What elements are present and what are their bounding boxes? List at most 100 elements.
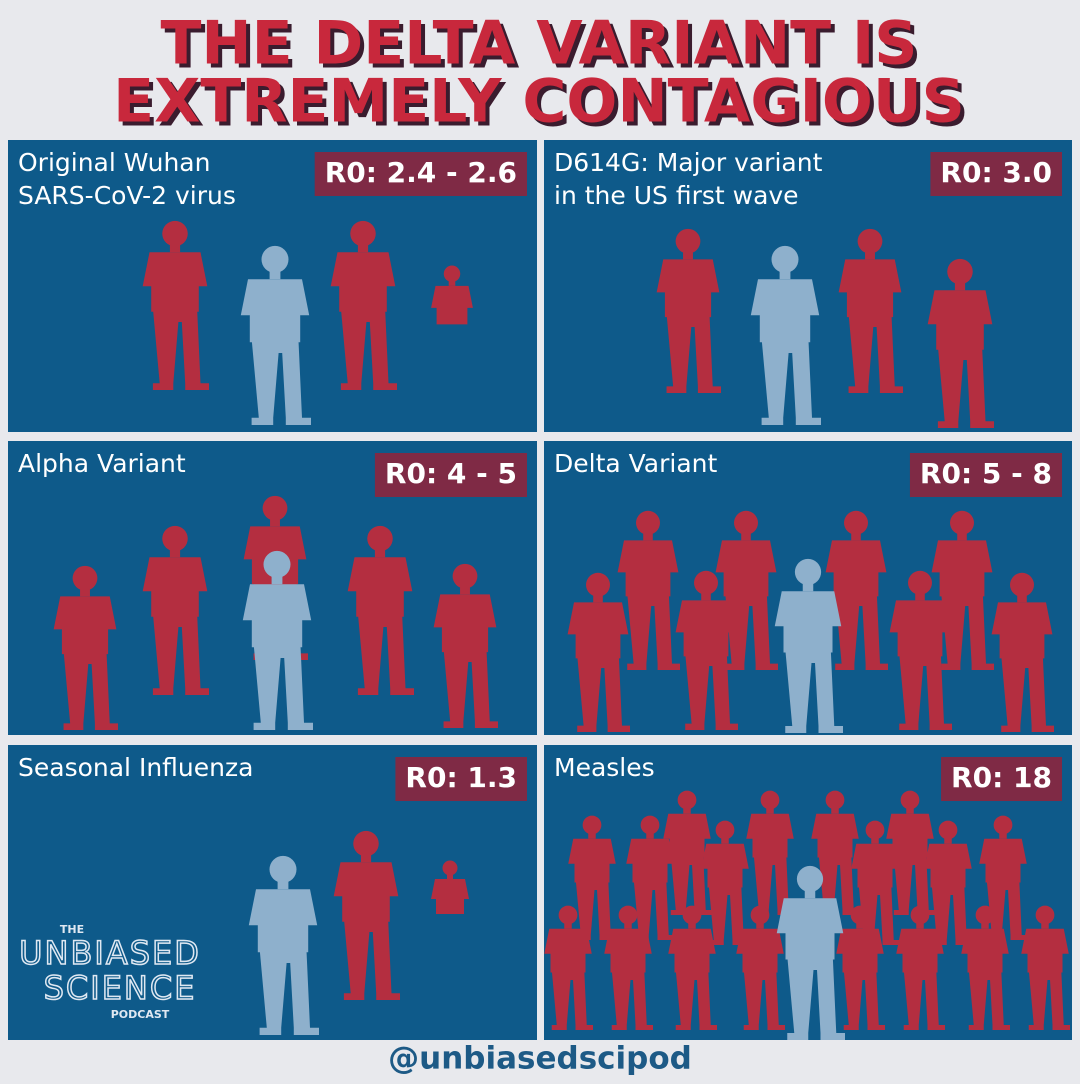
r0-box xyxy=(395,757,527,801)
panel-label: SARS-CoV-2 virus xyxy=(18,181,236,210)
legs xyxy=(251,338,311,425)
torso xyxy=(675,600,737,657)
torso xyxy=(604,928,652,973)
head xyxy=(947,258,973,285)
person xyxy=(931,510,994,671)
neck xyxy=(906,807,914,814)
legs xyxy=(761,338,821,425)
title-shadow: THE DELTA VARIANT IS xyxy=(164,13,921,83)
head xyxy=(1010,572,1034,597)
torso xyxy=(774,591,842,653)
person xyxy=(675,570,738,731)
legs xyxy=(986,880,1028,940)
head xyxy=(900,790,920,810)
torso xyxy=(431,879,469,914)
torso xyxy=(433,594,497,653)
head xyxy=(950,510,974,535)
panel: D614G: Major variant in the US first wave… xyxy=(544,140,1072,432)
torso xyxy=(750,279,820,343)
head xyxy=(682,905,702,925)
legs xyxy=(551,970,593,1030)
head xyxy=(908,570,932,595)
legs xyxy=(1028,970,1070,1030)
head xyxy=(443,265,461,283)
r0-label: R0: 5 - 8 xyxy=(920,457,1052,490)
head xyxy=(938,820,958,840)
neck xyxy=(981,922,989,929)
r0-label: R0: 2.4 - 2.6 xyxy=(325,156,517,189)
person xyxy=(240,245,311,425)
legs xyxy=(785,649,843,733)
figures xyxy=(656,228,995,428)
neck xyxy=(564,922,572,929)
head xyxy=(442,860,458,876)
person xyxy=(668,905,717,1030)
torso xyxy=(924,843,972,888)
head xyxy=(796,865,824,893)
torso xyxy=(568,838,616,883)
neck xyxy=(999,832,1007,839)
neck xyxy=(916,922,924,929)
torso xyxy=(668,928,716,973)
head xyxy=(640,815,660,835)
torso xyxy=(347,557,413,617)
head xyxy=(618,905,638,925)
person-bust xyxy=(431,265,473,325)
person xyxy=(961,905,1010,1030)
torso xyxy=(896,928,944,973)
head xyxy=(734,510,758,535)
neck xyxy=(448,280,456,286)
figures xyxy=(248,830,469,1035)
legs xyxy=(357,613,414,695)
legs xyxy=(899,653,952,731)
figures xyxy=(142,220,473,425)
r0-label: R0: 1.3 xyxy=(405,761,517,794)
neck xyxy=(957,532,967,541)
head xyxy=(675,228,701,254)
r0-box xyxy=(314,152,527,196)
legs xyxy=(743,970,785,1030)
person xyxy=(701,820,750,945)
person xyxy=(896,905,945,1030)
legs xyxy=(937,346,995,428)
r0-label: R0: 4 - 5 xyxy=(385,457,517,490)
torso xyxy=(544,928,592,973)
neck xyxy=(683,807,691,814)
torso xyxy=(931,540,993,597)
person xyxy=(776,865,845,1040)
neck xyxy=(270,518,280,527)
person xyxy=(626,815,675,940)
person xyxy=(750,245,821,425)
neck xyxy=(741,532,751,541)
head xyxy=(586,572,610,597)
r0-box xyxy=(374,453,527,497)
legs xyxy=(848,313,903,393)
head xyxy=(350,220,376,247)
panel-label: Original Wuhan xyxy=(18,148,210,177)
neck xyxy=(802,582,814,592)
person xyxy=(825,510,888,671)
torso xyxy=(617,540,679,597)
legs xyxy=(1001,655,1054,733)
head xyxy=(262,495,288,521)
neck xyxy=(169,548,181,558)
head xyxy=(750,905,770,925)
person xyxy=(715,510,778,671)
title-line: EXTREMELY CONTAGIOUS xyxy=(113,67,965,137)
torso xyxy=(53,596,117,655)
torso xyxy=(567,602,629,659)
panel-label: Measles xyxy=(554,753,655,782)
torso xyxy=(333,862,399,922)
person xyxy=(433,563,498,728)
person xyxy=(617,510,680,671)
head xyxy=(452,563,478,589)
logo-line: SCIENCE xyxy=(44,969,197,1007)
r0-label: R0: 18 xyxy=(951,761,1052,794)
person xyxy=(333,830,400,1000)
title: THE DELTA VARIANT IS THE DELTA VARIANT I… xyxy=(113,9,969,141)
legs xyxy=(443,648,498,728)
handle: @unbiasedscipod xyxy=(388,1041,692,1077)
torso xyxy=(1021,928,1069,973)
person xyxy=(991,572,1054,733)
